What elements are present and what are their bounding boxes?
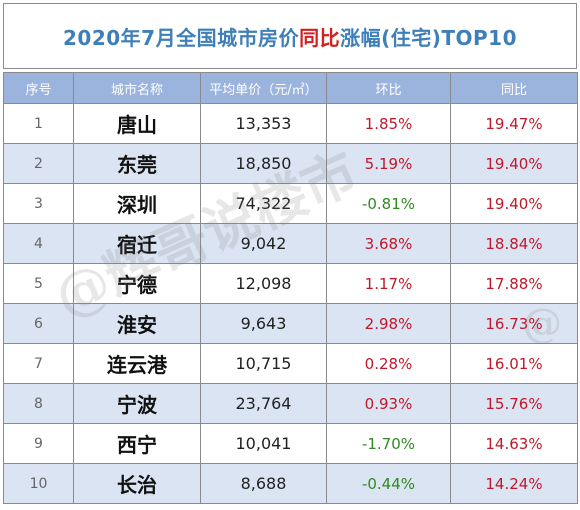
yoy-cell: 15.76% [450,383,578,424]
price-cell: 10,041 [200,423,327,464]
mom-cell: 1.17% [326,263,451,304]
title-suffix: 涨幅(住宅)TOP10 [340,25,517,50]
city-cell: 西宁 [73,423,201,464]
mom-cell: 1.85% [326,103,451,144]
price-cell: 9,643 [200,303,327,344]
mom-cell: 0.28% [326,343,451,384]
price-cell: 12,098 [200,263,327,304]
rank-cell: 4 [3,223,74,264]
table-row: 10 长治 8,688 -0.44% 14.24% [3,463,578,504]
rank-cell: 3 [3,183,74,224]
header-mom: 环比 [326,72,451,104]
table-row: 1 唐山 13,353 1.85% 19.47% [3,103,578,144]
city-cell: 淮安 [73,303,201,344]
yoy-cell: 16.73% [450,303,578,344]
header-price: 平均单价（元/㎡） [200,72,327,104]
rank-cell: 5 [3,263,74,304]
rank-cell: 2 [3,143,74,184]
mom-cell: -0.44% [326,463,451,504]
title-box: 2020年7月全国城市房价同比涨幅(住宅)TOP10 [3,3,577,69]
table-row: 4 宿迁 9,042 3.68% 18.84% [3,223,578,264]
yoy-cell: 19.40% [450,143,578,184]
city-cell: 深圳 [73,183,201,224]
city-cell: 东莞 [73,143,201,184]
price-cell: 10,715 [200,343,327,384]
price-cell: 8,688 [200,463,327,504]
rank-cell: 10 [3,463,74,504]
price-cell: 18,850 [200,143,327,184]
yoy-cell: 16.01% [450,343,578,384]
rank-cell: 9 [3,423,74,464]
yoy-cell: 18.84% [450,223,578,264]
city-cell: 宁波 [73,383,201,424]
city-cell: 连云港 [73,343,201,384]
price-cell: 74,322 [200,183,327,224]
city-cell: 唐山 [73,103,201,144]
page-title: 2020年7月全国城市房价同比涨幅(住宅)TOP10 [63,22,517,51]
price-cell: 23,764 [200,383,327,424]
table-row: 9 西宁 10,041 -1.70% 14.63% [3,423,578,464]
table-row: 8 宁波 23,764 0.93% 15.76% [3,383,578,424]
header-yoy: 同比 [450,72,578,104]
table-header-row: 序号 城市名称 平均单价（元/㎡） 环比 同比 [3,72,578,104]
mom-cell: -0.81% [326,183,451,224]
rank-cell: 6 [3,303,74,344]
price-cell: 13,353 [200,103,327,144]
ranking-table: 序号 城市名称 平均单价（元/㎡） 环比 同比 1 唐山 13,353 1.85% 19… [3,72,578,504]
table-row: 7 连云港 10,715 0.28% 16.01% [3,343,578,384]
city-cell: 宁德 [73,263,201,304]
table-row: 3 深圳 74,322 -0.81% 19.40% [3,183,578,224]
city-cell: 长治 [73,463,201,504]
rank-cell: 1 [3,103,74,144]
title-prefix: 2020年7月全国城市房价 [62,25,300,50]
table-row: 5 宁德 12,098 1.17% 17.88% [3,263,578,304]
city-cell: 宿迁 [73,223,201,264]
yoy-cell: 14.24% [450,463,578,504]
rank-cell: 7 [3,343,74,384]
yoy-cell: 14.63% [450,423,578,464]
price-cell: 9,042 [200,223,327,264]
header-city: 城市名称 [73,72,201,104]
mom-cell: 2.98% [326,303,451,344]
mom-cell: 5.19% [326,143,451,184]
yoy-cell: 19.47% [450,103,578,144]
mom-cell: 0.93% [326,383,451,424]
mom-cell: 3.68% [326,223,451,264]
mom-cell: -1.70% [326,423,451,464]
rank-cell: 8 [3,383,74,424]
yoy-cell: 17.88% [450,263,578,304]
table-row: 6 淮安 9,643 2.98% 16.73% [3,303,578,344]
header-rank: 序号 [3,72,74,104]
title-highlight: 同比 [299,25,341,50]
table-row: 2 东莞 18,850 5.19% 19.40% [3,143,578,184]
yoy-cell: 19.40% [450,183,578,224]
